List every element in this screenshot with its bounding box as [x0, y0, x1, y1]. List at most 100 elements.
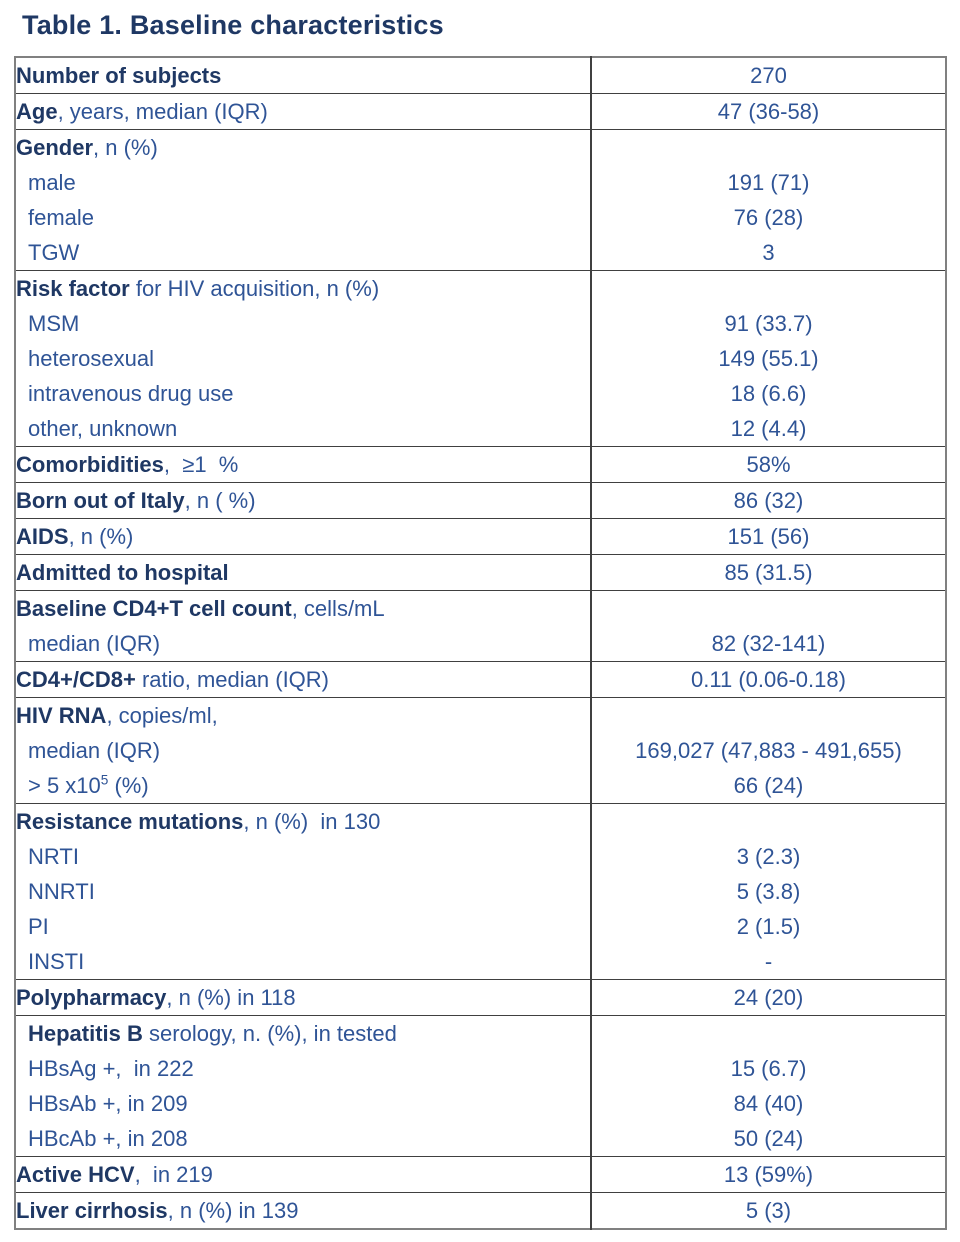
label-line: Polypharmacy, n (%) in 118	[16, 980, 590, 1015]
label-line: Age, years, median (IQR)	[16, 94, 590, 129]
value-line: 3	[762, 240, 775, 265]
label-bold-text: Baseline CD4+T cell count	[16, 596, 292, 621]
label-regular-text: intravenous drug use	[28, 381, 234, 406]
value-cell: 47 (36-58)	[590, 93, 946, 130]
table-row: Age, years, median (IQR) 47 (36-58)	[15, 93, 946, 130]
value-cell: 86 (32)	[590, 482, 946, 519]
label-line: TGW	[16, 235, 590, 270]
label-cell: Liver cirrhosis, n (%) in 139	[15, 1192, 591, 1229]
label-bold-text: Polypharmacy	[16, 985, 167, 1010]
value-cell: 24 (20)	[590, 979, 946, 1016]
value-line: 85 (31.5)	[724, 560, 813, 585]
label-regular-text: PI	[28, 914, 49, 939]
label-line: HBsAb +, in 209	[16, 1086, 590, 1121]
table-row: Resistance mutations, n (%) in 130 NRTI NN…	[15, 803, 946, 980]
value-line: 91 (33.7)	[724, 311, 813, 336]
label-regular-text: female	[28, 205, 95, 230]
label-regular-text: , n (%)	[93, 135, 158, 160]
label-bold-text: AIDS	[16, 524, 69, 549]
label-line: PI	[16, 909, 590, 944]
label-regular-text: , years, median (IQR)	[57, 99, 268, 124]
label-line: Number of subjects	[16, 58, 590, 93]
label-cell: Gender, n (%) male female TGW	[15, 129, 591, 271]
label-cell: Age, years, median (IQR)	[15, 93, 591, 130]
label-bold-text: Born out of Italy	[16, 488, 185, 513]
value-cell: 0.11 (0.06-0.18)	[590, 661, 946, 698]
label-regular-text: (%)	[108, 773, 149, 798]
value-line: 76 (28)	[733, 205, 804, 230]
value-line	[592, 1016, 945, 1051]
label-regular-text: ratio, median (IQR)	[135, 667, 330, 692]
value-line: -	[764, 949, 773, 974]
table-row: Comorbidities, ≥1 % 58%	[15, 446, 946, 483]
value-line: 47 (36-58)	[717, 99, 820, 124]
label-bold-text: Risk factor	[16, 276, 130, 301]
label-line: MSM	[16, 306, 590, 341]
label-regular-text: , n (%) in 118	[166, 985, 296, 1010]
label-line: CD4+/CD8+ ratio, median (IQR)	[16, 662, 590, 697]
label-regular-text: , n (%) in 139	[167, 1198, 299, 1223]
table-row: Born out of Italy, n ( %) 86 (32)	[15, 482, 946, 519]
label-cell: Baseline CD4+T cell count, cells/mL media…	[15, 590, 591, 662]
value-line: 149 (55.1)	[718, 346, 819, 371]
label-bold-text: Number of subjects	[16, 63, 222, 88]
label-line: female	[16, 200, 590, 235]
value-line: 82 (32-141)	[711, 631, 826, 656]
label-line: Baseline CD4+T cell count, cells/mL	[16, 591, 590, 626]
label-line: Active HCV, in 219	[16, 1157, 590, 1192]
label-cell: CD4+/CD8+ ratio, median (IQR)	[15, 661, 591, 698]
label-bold-text: Active HCV	[16, 1162, 135, 1187]
label-line: Born out of Italy, n ( %)	[16, 483, 590, 518]
label-bold-text: Resistance mutations	[16, 809, 244, 834]
value-line: 5 (3.8)	[736, 879, 801, 904]
value-line: 84 (40)	[733, 1091, 804, 1116]
label-line: NNRTI	[16, 874, 590, 909]
value-line: 18 (6.6)	[730, 381, 807, 406]
superscript-text: 5	[100, 772, 109, 788]
value-cell: 82 (32-141)	[590, 590, 946, 662]
table-row: AIDS, n (%) 151 (56)	[15, 518, 946, 555]
value-line: 270	[750, 63, 787, 88]
value-cell: 169,027 (47,883 - 491,655) 66 (24)	[590, 697, 946, 804]
label-regular-text: , in 219	[134, 1162, 213, 1187]
label-cell: Admitted to hospital	[15, 554, 591, 591]
label-regular-text: > 5 x10	[28, 773, 101, 798]
label-regular-text: , ≥1 %	[163, 452, 239, 477]
label-cell: Number of subjects	[15, 57, 591, 94]
label-line: NRTI	[16, 839, 590, 874]
label-line: Hepatitis B serology, n. (%), in tested	[16, 1016, 590, 1051]
value-line: 0.11 (0.06-0.18)	[691, 667, 846, 692]
label-bold-text: HIV RNA	[16, 703, 107, 728]
label-regular-text: median (IQR)	[28, 738, 161, 763]
value-cell: 270	[590, 57, 946, 94]
table-row: Baseline CD4+T cell count, cells/mL media…	[15, 590, 946, 662]
label-regular-text: median (IQR)	[28, 631, 161, 656]
label-regular-text: , copies/ml,	[106, 703, 218, 728]
label-bold-text: Liver cirrhosis	[16, 1198, 168, 1223]
label-cell: Hepatitis B serology, n. (%), in tested H…	[15, 1015, 591, 1157]
value-line	[592, 698, 945, 733]
label-regular-text: MSM	[28, 311, 80, 336]
label-line: median (IQR)	[16, 733, 590, 768]
label-line: Liver cirrhosis, n (%) in 139	[16, 1193, 590, 1228]
value-line: 50 (24)	[733, 1126, 804, 1151]
value-cell: 58%	[590, 446, 946, 483]
value-cell: 85 (31.5)	[590, 554, 946, 591]
label-cell: Resistance mutations, n (%) in 130 NRTI NN…	[15, 803, 591, 980]
table-row: CD4+/CD8+ ratio, median (IQR) 0.11 (0.06-…	[15, 661, 946, 698]
value-cell: 5 (3)	[590, 1192, 946, 1229]
label-bold-text: CD4+/CD8+	[16, 667, 136, 692]
table-row: Gender, n (%) male female TGW 191 (71) 76 (2…	[15, 129, 946, 271]
label-regular-text: , n ( %)	[184, 488, 256, 513]
value-line: 2 (1.5)	[736, 914, 801, 939]
value-line: 24 (20)	[733, 985, 804, 1010]
label-bold-text: Comorbidities	[16, 452, 164, 477]
label-regular-text: serology, n. (%), in tested	[142, 1021, 397, 1046]
label-regular-text: HBcAb +, in 208	[28, 1126, 188, 1151]
value-line: 86 (32)	[733, 488, 804, 513]
value-line: 169,027 (47,883 - 491,655)	[635, 738, 902, 763]
value-line: 13 (59%)	[723, 1162, 814, 1187]
label-cell: AIDS, n (%)	[15, 518, 591, 555]
value-cell: 91 (33.7) 149 (55.1) 18 (6.6) 12 (4.4)	[590, 270, 946, 447]
